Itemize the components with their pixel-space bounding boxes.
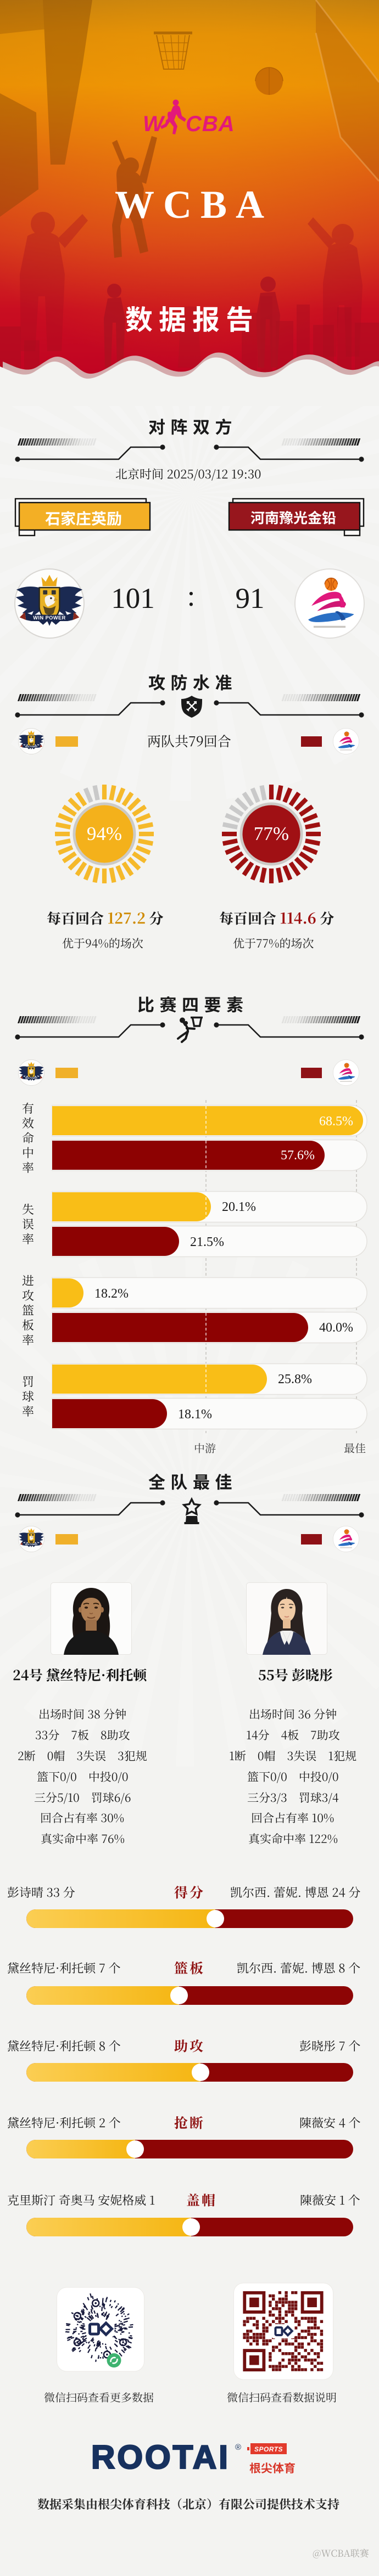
svg-text:CBA: CBA bbox=[186, 112, 235, 136]
svg-text:SPORTS: SPORTS bbox=[254, 2445, 283, 2453]
svg-text:W: W bbox=[143, 112, 165, 136]
svg-text:WIN POWER: WIN POWER bbox=[33, 615, 65, 621]
svg-text:WIN POWER: WIN POWER bbox=[25, 1543, 38, 1546]
svg-text:WIN POWER: WIN POWER bbox=[25, 746, 38, 748]
svg-text:WIN POWER: WIN POWER bbox=[25, 1077, 38, 1079]
